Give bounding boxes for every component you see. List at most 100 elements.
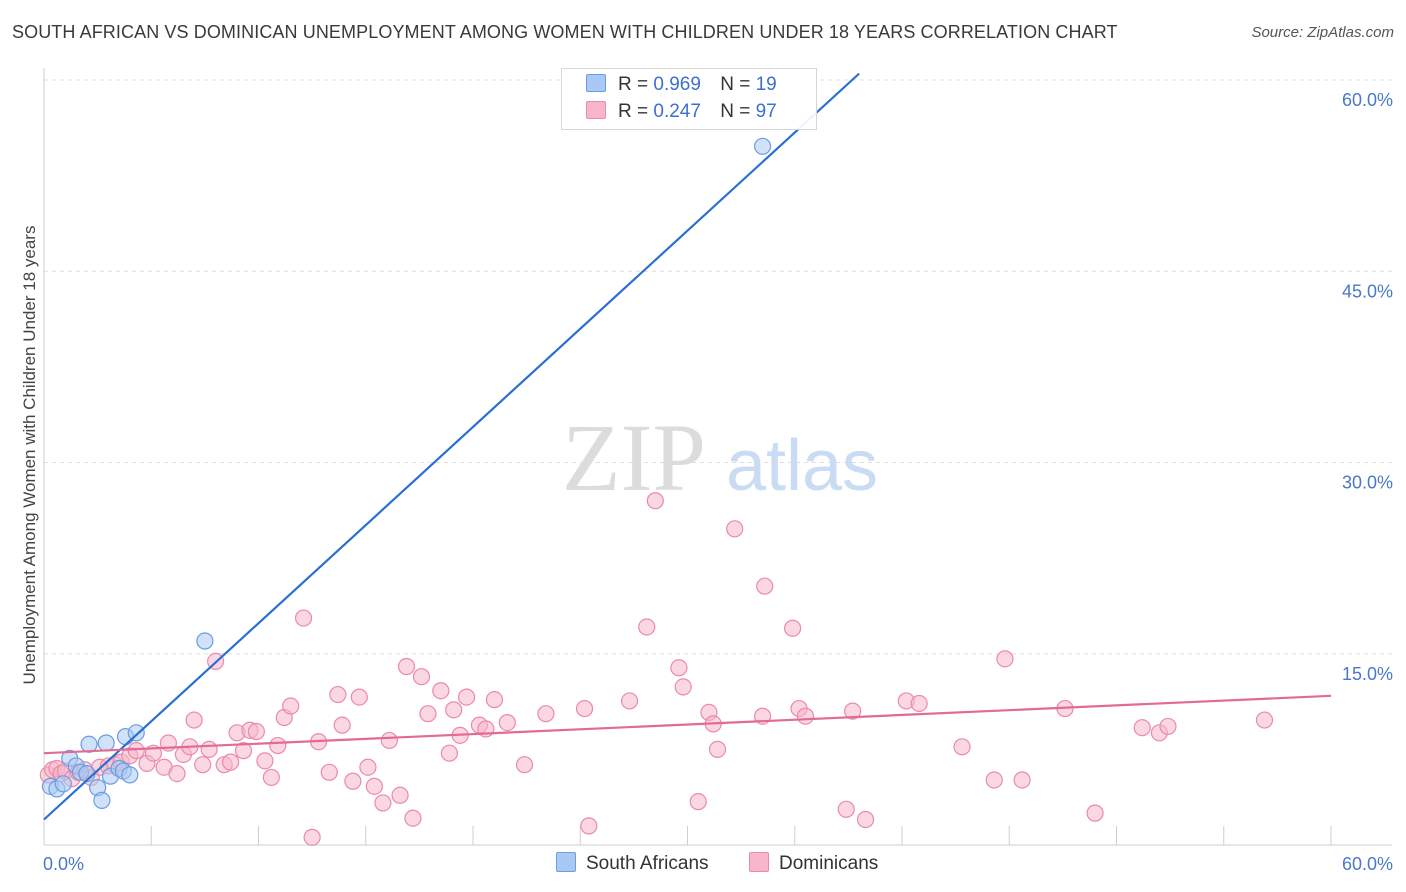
- dominican-point: [670, 659, 688, 677]
- dominican-point: [796, 707, 815, 725]
- dominican-point: [726, 520, 744, 538]
- bottom-legend-label: South Africans: [586, 853, 709, 874]
- dominican-point: [282, 697, 300, 715]
- dominican-point: [953, 738, 971, 756]
- dominican-point: [247, 722, 265, 741]
- dominicans-trend-line: [43, 694, 1332, 755]
- tick-labels: 60.0% 45.0% 30.0% 15.0% 0.0% 60.0%: [43, 90, 1393, 874]
- source-label: Source: ZipAtlas.com: [1251, 24, 1394, 41]
- dominican-point: [498, 713, 516, 732]
- dominican-point: [1255, 711, 1274, 729]
- dominican-point: [985, 771, 1003, 789]
- dominican-point: [856, 810, 875, 829]
- south-african-point: [54, 775, 72, 793]
- dominican-point: [910, 694, 928, 713]
- bottom-legend-swatch-dominicans: [749, 852, 769, 872]
- watermark-atlas: atlas: [726, 426, 878, 506]
- dominican-point: [234, 742, 253, 760]
- dominican-point: [1013, 771, 1031, 789]
- dominican-point: [445, 701, 463, 719]
- bottom-legend-dominicans: Dominicans: [749, 852, 878, 875]
- dominican-point: [320, 763, 338, 781]
- dominican-point: [397, 657, 416, 676]
- dominican-point: [844, 702, 862, 720]
- trend-lines: [43, 72, 1332, 821]
- south-african-point: [121, 766, 139, 784]
- legend-row-dominicans: R = 0.247 N = 97: [586, 101, 777, 127]
- dominican-point: [127, 742, 145, 760]
- dominican-point: [1133, 719, 1151, 737]
- dominican-point: [359, 758, 377, 776]
- dominican-point: [419, 705, 437, 723]
- dominican-point: [269, 736, 287, 755]
- legend-r-value: 0.247: [653, 101, 701, 122]
- legend-n-label: N =: [720, 74, 751, 95]
- legend-row-south-africans: R = 0.969 N = 19: [586, 74, 777, 100]
- dominican-point: [580, 817, 598, 835]
- dominican-point: [996, 650, 1014, 668]
- dominican-point: [575, 699, 594, 718]
- south-african-point: [196, 632, 214, 650]
- bottom-legend-south-africans: South Africans: [556, 852, 709, 875]
- dominican-point: [1086, 804, 1104, 822]
- south-african-point: [753, 137, 772, 155]
- dominican-point: [194, 756, 212, 774]
- dominican-point: [756, 577, 774, 595]
- legend-swatch-south-africans: [586, 74, 606, 92]
- x-tick-label: 0.0%: [43, 854, 84, 874]
- bottom-legend-label: Dominicans: [779, 853, 879, 874]
- dominicans-points: [39, 492, 1274, 846]
- dominican-point: [350, 688, 368, 706]
- legend-r-label: R =: [618, 74, 649, 95]
- dominican-point: [262, 768, 280, 787]
- dominican-point: [168, 764, 186, 783]
- dominican-point: [256, 752, 274, 770]
- dominican-point: [485, 691, 504, 709]
- correlation-legend: R = 0.969 N = 19 R = 0.247 N = 97: [561, 68, 817, 130]
- chart-title: SOUTH AFRICAN VS DOMINICAN UNEMPLOYMENT …: [12, 22, 1118, 42]
- legend-swatch-dominicans: [586, 101, 606, 119]
- dominican-point: [784, 619, 802, 637]
- dominican-point: [432, 682, 450, 700]
- dominican-point: [185, 711, 203, 729]
- dominican-point: [333, 716, 351, 734]
- watermark: ZIP atlas: [562, 404, 878, 511]
- axes: [43, 68, 1392, 846]
- y-tick-label: 60.0%: [1342, 90, 1393, 110]
- dominican-point: [303, 828, 321, 846]
- y-tick-label: 45.0%: [1342, 281, 1393, 301]
- dominican-point: [620, 692, 639, 710]
- legend-n-label: N =: [720, 101, 751, 122]
- dominican-point: [200, 740, 218, 758]
- legend-r-value: 0.969: [653, 74, 701, 95]
- legend-r-label: R =: [618, 101, 649, 122]
- y-tick-label: 15.0%: [1342, 664, 1393, 684]
- bottom-legend-swatch-south-africans: [556, 852, 576, 872]
- dominican-point: [365, 777, 383, 795]
- dominican-point: [404, 809, 422, 827]
- south-african-point: [127, 724, 145, 742]
- dominican-point: [638, 618, 656, 636]
- south-africans-points: [41, 137, 772, 809]
- dominican-point: [515, 756, 534, 774]
- dominican-point: [344, 772, 362, 790]
- legend-n-value: 19: [755, 74, 777, 95]
- dominican-point: [646, 492, 664, 510]
- dominican-point: [457, 688, 476, 706]
- y-tick-label: 30.0%: [1342, 473, 1393, 493]
- legend-n-value: 97: [755, 101, 777, 122]
- gridlines: [44, 79, 1392, 655]
- dominican-point: [329, 685, 347, 704]
- dominican-point: [674, 678, 692, 696]
- watermark-zip: ZIP: [562, 404, 706, 511]
- dominican-point: [412, 668, 431, 686]
- dominican-point: [391, 786, 409, 804]
- dominican-point: [222, 753, 240, 771]
- dominican-point: [537, 705, 555, 723]
- dominican-point: [294, 609, 313, 627]
- south-african-point: [97, 734, 115, 752]
- dominican-point: [708, 740, 727, 758]
- dominican-point: [1159, 717, 1177, 736]
- dominican-point: [689, 793, 707, 811]
